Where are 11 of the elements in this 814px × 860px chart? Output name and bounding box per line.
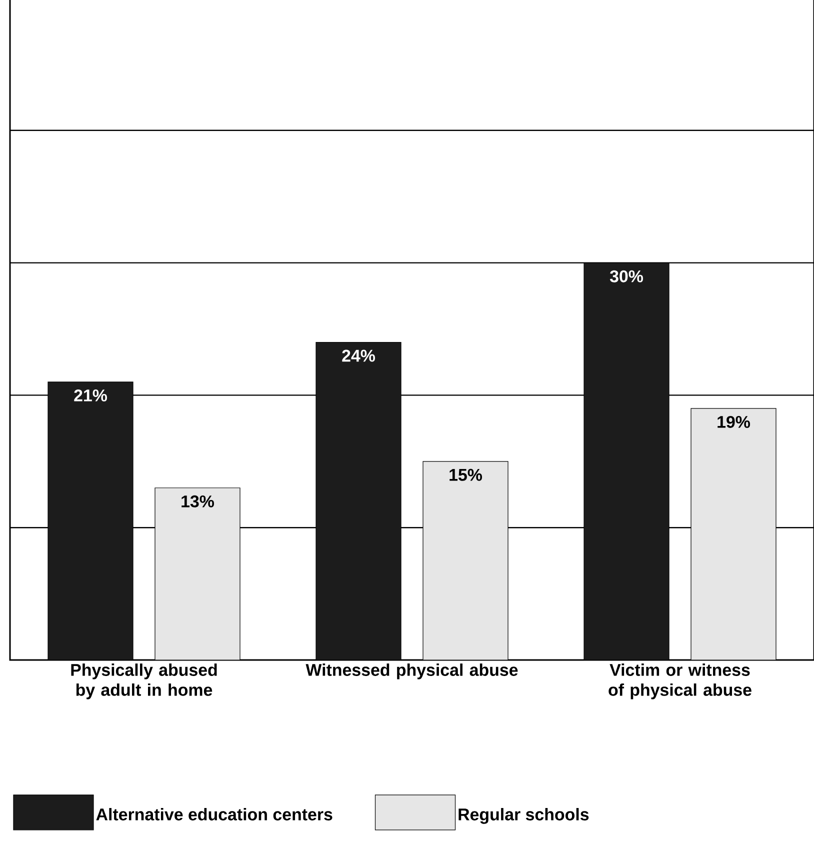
legend-label: Regular schools xyxy=(458,808,589,824)
x-tick-label: Witnessed physical abuse xyxy=(306,664,518,680)
data-label: 15% xyxy=(450,468,482,481)
data-label: 30% xyxy=(610,270,643,282)
data-label: 24% xyxy=(342,350,375,362)
data-label: 21% xyxy=(74,389,107,402)
x-tick-label: Physically abused by adult in home xyxy=(71,664,217,700)
data-label: 13% xyxy=(182,495,214,508)
x-tick-label: Victim or witness of physical abuse xyxy=(608,664,752,700)
legend-label: Alternative education centers xyxy=(96,808,332,820)
data-label: 19% xyxy=(718,416,750,428)
